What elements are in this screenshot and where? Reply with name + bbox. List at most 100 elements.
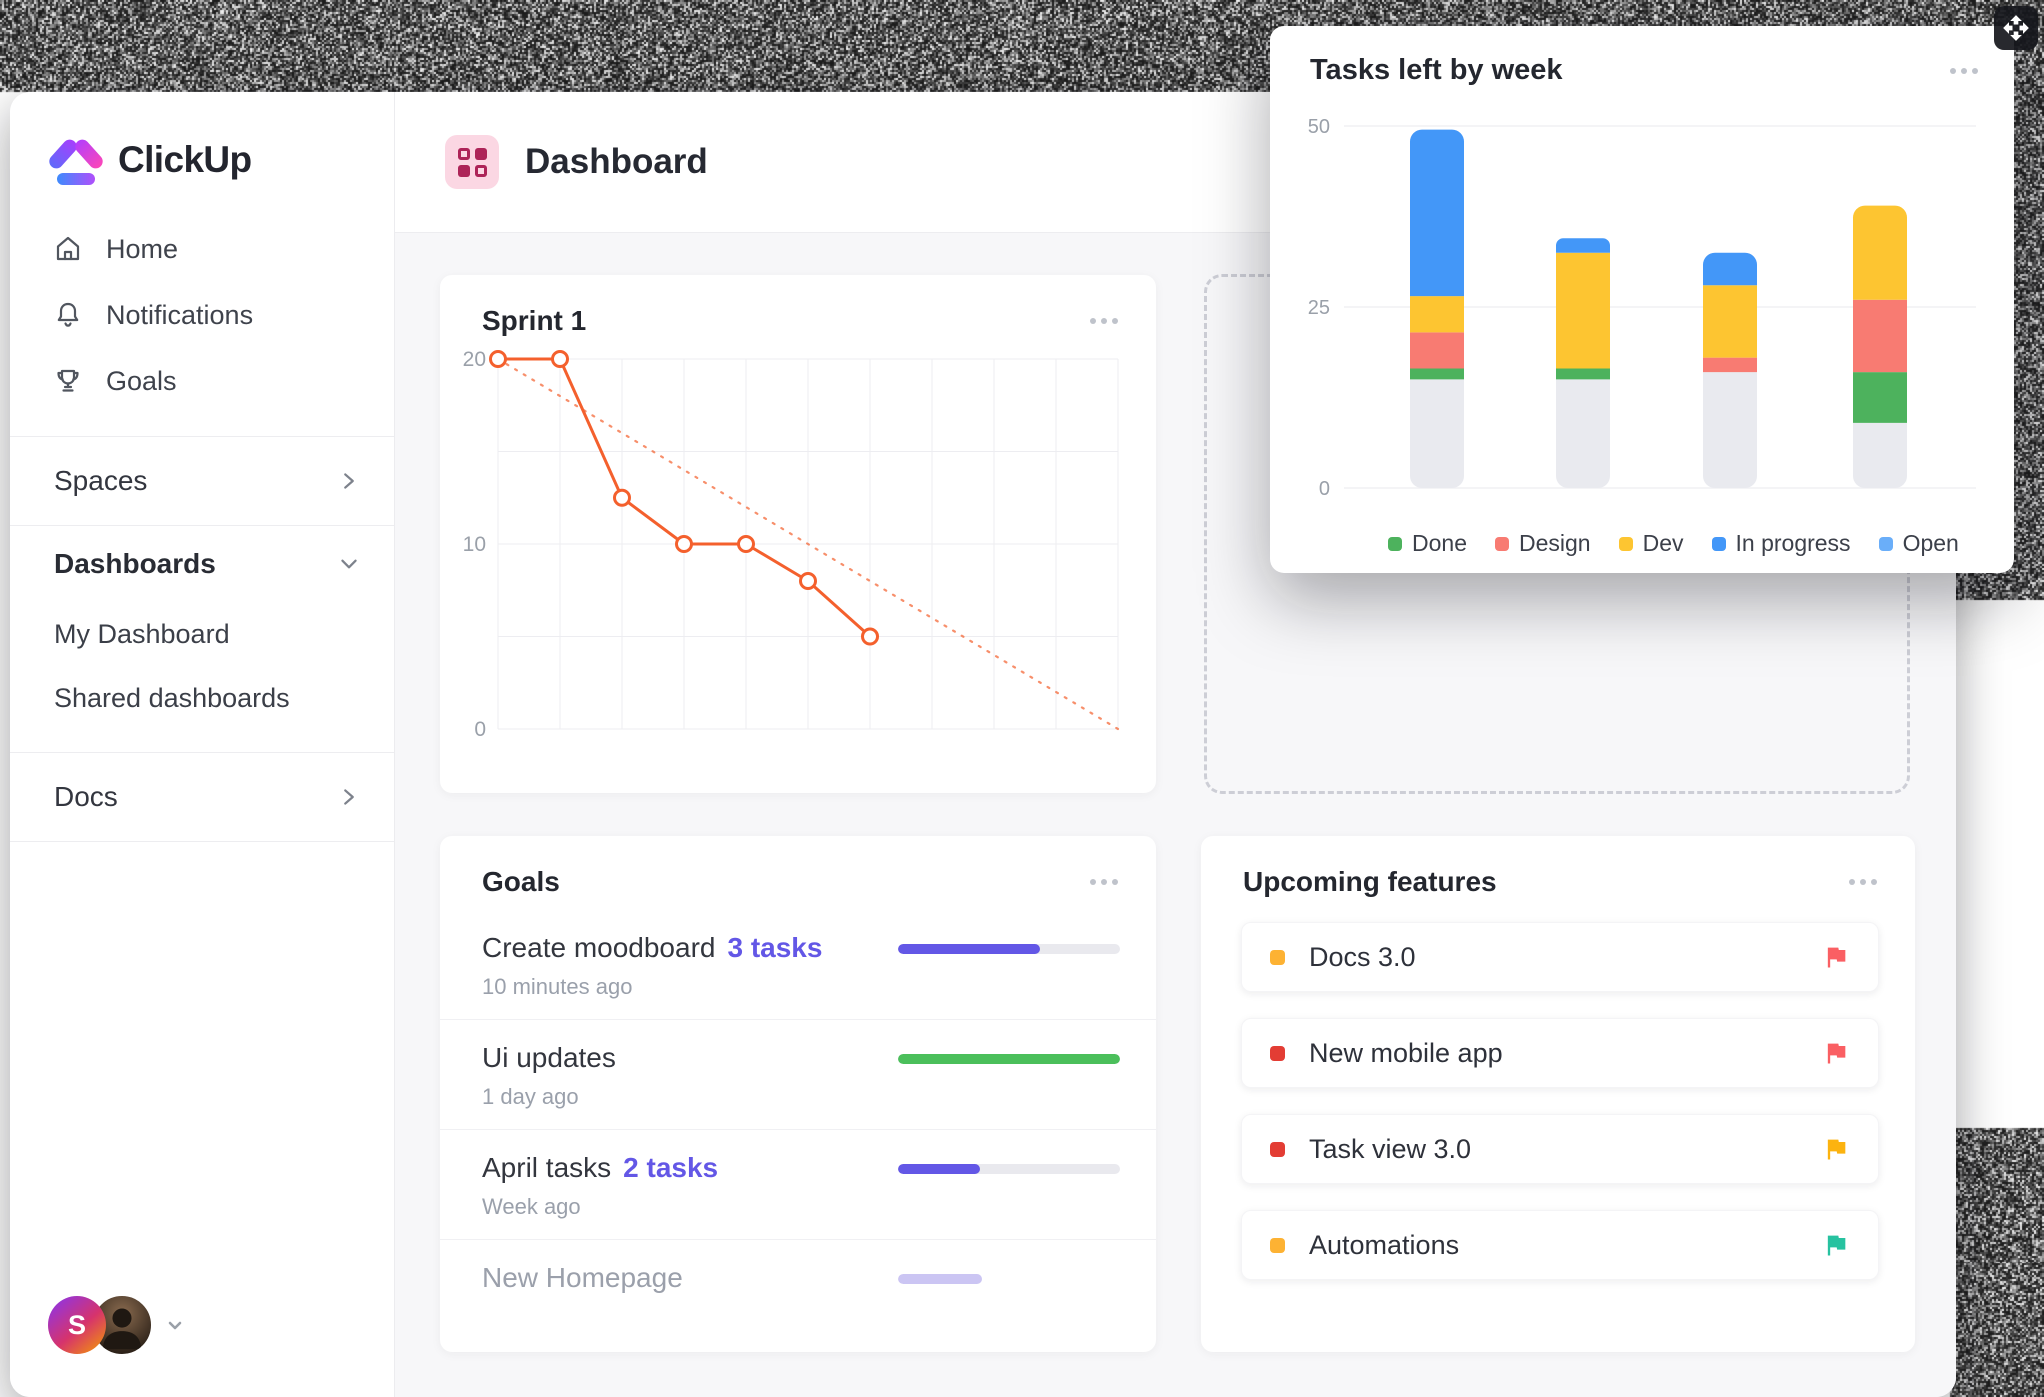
card-menu-button[interactable]	[1088, 873, 1120, 891]
svg-text:20: 20	[463, 348, 486, 371]
upcoming-feature-item[interactable]: Automations	[1241, 1210, 1879, 1280]
card-title: Sprint 1	[482, 305, 586, 337]
goal-title: Create moodboard 3 tasks	[482, 932, 822, 964]
card-title: Goals	[482, 866, 560, 898]
logo-right-shape	[72, 137, 105, 172]
sidebar-item-shared-dashboards[interactable]: Shared dashboards	[10, 666, 394, 730]
goal-progress-bar	[898, 1054, 1120, 1064]
sidebar-item-label: Spaces	[54, 465, 147, 497]
legend-item: Dev	[1619, 530, 1684, 557]
goal-timestamp: 1 day ago	[482, 1084, 616, 1110]
svg-text:0: 0	[474, 718, 486, 741]
goal-progress-fill	[898, 1274, 982, 1284]
goal-title: New Homepage	[482, 1262, 683, 1294]
goal-row[interactable]: Ui updates 1 day ago	[440, 1020, 1156, 1130]
goal-timestamp: Week ago	[482, 1194, 718, 1220]
sidebar-item-home[interactable]: Home	[10, 216, 394, 282]
trophy-icon	[52, 365, 84, 397]
dashboard-icon	[445, 135, 499, 189]
sidebar-nav: Home Notifications Goals	[10, 216, 394, 414]
card-menu-button[interactable]	[1088, 312, 1120, 330]
goal-row[interactable]: April tasks 2 tasks Week ago	[440, 1130, 1156, 1240]
card-title: Upcoming features	[1243, 866, 1497, 898]
flag-icon	[1822, 1231, 1850, 1259]
sidebar-item-goals[interactable]: Goals	[10, 348, 394, 414]
goal-task-count[interactable]: 3 tasks	[727, 932, 822, 963]
clickup-logo-icon	[50, 132, 102, 188]
goal-progress-fill	[898, 1164, 980, 1174]
tasks-left-card[interactable]: Tasks left by week 50 25 0 Done Design Dev In…	[1270, 26, 2014, 573]
upcoming-feature-item[interactable]: Task view 3.0	[1241, 1114, 1879, 1184]
sidebar-item-label: Docs	[54, 781, 118, 813]
goal-progress-bar	[898, 1274, 1120, 1284]
goal-title: Ui updates	[482, 1042, 616, 1074]
feature-bullet	[1270, 1142, 1285, 1157]
brand-name: ClickUp	[118, 139, 252, 181]
upcoming-features-card: Upcoming features Docs 3.0 New mobile app…	[1201, 836, 1915, 1352]
flag-icon	[1822, 1039, 1850, 1067]
legend-item: Design	[1495, 530, 1591, 557]
svg-text:50: 50	[1308, 116, 1330, 138]
upcoming-feature-item[interactable]: Docs 3.0	[1241, 922, 1879, 992]
chart-legend: Done Design Dev In progress Open	[1388, 530, 1959, 557]
svg-text:0: 0	[1319, 478, 1330, 498]
upcoming-list: Docs 3.0 New mobile app Task view 3.0 Autom…	[1201, 898, 1915, 1280]
sidebar-item-spaces[interactable]: Spaces	[10, 437, 394, 525]
page-title: Dashboard	[525, 142, 708, 182]
card-menu-button[interactable]	[1847, 873, 1879, 891]
card-menu-button[interactable]	[1948, 62, 1980, 80]
goal-text: Create moodboard 3 tasks 10 minutes ago	[482, 932, 822, 1000]
sidebar-item-my-dashboard[interactable]: My Dashboard	[10, 602, 394, 666]
goals-list: Create moodboard 3 tasks 10 minutes ago Ui …	[440, 910, 1156, 1313]
move-icon	[2002, 14, 2030, 42]
feature-bullet	[1270, 1046, 1285, 1061]
logo-left-shape	[46, 137, 79, 172]
feature-label: Task view 3.0	[1309, 1134, 1471, 1165]
feature-label: Docs 3.0	[1309, 942, 1416, 973]
sidebar: ClickUp Home Notifications	[10, 92, 395, 1397]
goal-row[interactable]: Create moodboard 3 tasks 10 minutes ago	[440, 910, 1156, 1020]
legend-swatch	[1879, 537, 1893, 551]
clickup-logo[interactable]: ClickUp	[10, 92, 394, 188]
sidebar-item-label: Dashboards	[54, 548, 216, 580]
upcoming-feature-item[interactable]: New mobile app	[1241, 1018, 1879, 1088]
legend-swatch	[1495, 537, 1509, 551]
legend-label: Dev	[1643, 530, 1684, 557]
legend-item: Open	[1879, 530, 1959, 557]
feature-label: Automations	[1309, 1230, 1459, 1261]
legend-swatch	[1712, 537, 1726, 551]
workspace-avatar: S	[48, 1296, 106, 1354]
sidebar-item-label: Shared dashboards	[54, 683, 290, 714]
legend-label: Done	[1412, 530, 1467, 557]
goal-progress-fill	[898, 1054, 1120, 1064]
legend-swatch	[1619, 537, 1633, 551]
sidebar-item-notifications[interactable]: Notifications	[10, 282, 394, 348]
divider	[10, 841, 394, 842]
goal-task-count[interactable]: 2 tasks	[623, 1152, 718, 1183]
logo-base-shape	[57, 173, 95, 185]
goal-row[interactable]: New Homepage	[440, 1240, 1156, 1313]
goal-text: Ui updates 1 day ago	[482, 1042, 616, 1110]
feature-label: New mobile app	[1309, 1038, 1503, 1069]
feature-bullet	[1270, 950, 1285, 965]
goal-progress-bar	[898, 944, 1120, 954]
move-cursor-badge[interactable]	[1994, 6, 2038, 50]
sidebar-item-docs[interactable]: Docs	[10, 753, 394, 841]
sidebar-item-label: Goals	[106, 366, 177, 397]
sidebar-item-label: Home	[106, 234, 178, 265]
goal-timestamp: 10 minutes ago	[482, 974, 822, 1000]
goal-text: April tasks 2 tasks Week ago	[482, 1152, 718, 1220]
legend-label: In progress	[1736, 530, 1851, 557]
sidebar-item-label: My Dashboard	[54, 619, 230, 650]
home-icon	[52, 233, 84, 265]
user-profile[interactable]: S	[48, 1293, 186, 1357]
legend-item: Done	[1388, 530, 1467, 557]
legend-swatch	[1388, 537, 1402, 551]
legend-item: In progress	[1712, 530, 1851, 557]
legend-label: Design	[1519, 530, 1591, 557]
sidebar-item-dashboards[interactable]: Dashboards	[10, 526, 394, 602]
tasks-stacked-bar-chart: 50 25 0	[1286, 96, 1998, 498]
feature-bullet	[1270, 1238, 1285, 1253]
svg-text:25: 25	[1308, 297, 1330, 319]
card-title: Tasks left by week	[1310, 54, 1563, 87]
